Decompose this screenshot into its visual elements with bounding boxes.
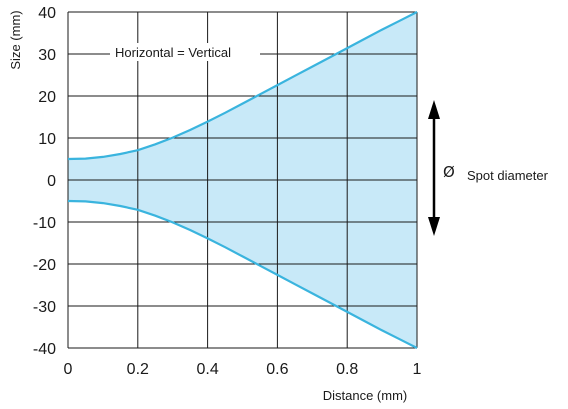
y-tick-label: 0 bbox=[47, 173, 56, 190]
y-tick-label: -30 bbox=[33, 299, 56, 316]
curves bbox=[67, 11, 418, 349]
x-tick-label: 0.6 bbox=[266, 361, 288, 378]
x-tick-label: 0.8 bbox=[336, 361, 358, 378]
y-tick-label: 30 bbox=[38, 47, 56, 64]
y-tick-label: -10 bbox=[33, 215, 56, 232]
tick-labels: 0 0.2 0.4 0.6 0.8 1 40 30 20 10 0 -10 -20 -30 -40 bbox=[33, 5, 422, 378]
diameter-label: Spot diameter bbox=[467, 168, 549, 183]
y-tick-label: 10 bbox=[38, 131, 56, 148]
lower-boundary-curve bbox=[67, 199, 418, 349]
diameter-symbol: Ø bbox=[443, 163, 455, 181]
x-tick-label: 0 bbox=[64, 361, 73, 378]
x-tick-label: 0.2 bbox=[127, 361, 149, 378]
y-axis-title: Size (mm) bbox=[8, 10, 23, 69]
y-tick-label: 20 bbox=[38, 89, 56, 106]
x-axis-title: Distance (mm) bbox=[323, 388, 408, 403]
equality-label: Horizontal = Vertical bbox=[115, 45, 231, 60]
y-tick-label: 40 bbox=[38, 5, 56, 22]
x-tick-label: 1 bbox=[413, 361, 422, 378]
x-tick-label: 0.4 bbox=[196, 361, 218, 378]
grid-lines bbox=[67, 11, 418, 349]
y-tick-label: -20 bbox=[33, 257, 56, 274]
diameter-arrow bbox=[428, 100, 440, 236]
equality-label-bg bbox=[110, 43, 260, 61]
upper-boundary-curve bbox=[67, 11, 418, 161]
y-tick-label: -40 bbox=[33, 341, 56, 358]
